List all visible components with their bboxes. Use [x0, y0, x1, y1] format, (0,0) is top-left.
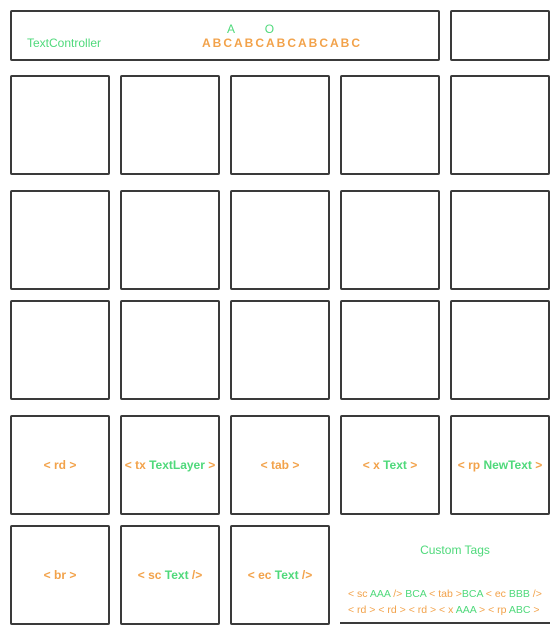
tag-tx-label: < tx TextLayer > [122, 458, 218, 472]
custom-tags-line-2: < rd > < rd > < rd > < x AAA > < rp ABC … [348, 604, 540, 616]
tag-tx-close: > [204, 458, 216, 472]
tag-ec-text: Text [274, 568, 299, 582]
grid-cell[interactable] [230, 190, 330, 290]
tag-rp-close: > [531, 458, 543, 472]
header-panel: TextController A O ABCABCABCABCABC [10, 10, 440, 61]
grid-cell[interactable] [340, 300, 440, 400]
tag-x-open: < x [362, 458, 380, 472]
header-side-box[interactable] [450, 10, 550, 61]
line1-seg: BCA [461, 588, 483, 600]
line2-seg: AAA [455, 604, 477, 616]
grid-cell[interactable] [120, 190, 220, 290]
tag-ec-close: /> [298, 568, 313, 582]
grid-cell[interactable] [230, 75, 330, 175]
grid-cell[interactable] [10, 190, 110, 290]
line1-seg: BBB [508, 588, 530, 600]
tag-sc-label: < sc Text /> [122, 568, 218, 582]
line1-seg: /> [390, 588, 406, 600]
line2-seg: ABC [508, 604, 531, 616]
grid-cell[interactable] [10, 300, 110, 400]
header-label: TextController [27, 36, 102, 50]
tag-rp-open: < rp [457, 458, 481, 472]
header-top-letters: A O [227, 22, 275, 36]
tag-cell-x[interactable]: < x Text > [340, 415, 440, 515]
tag-x-text: Text [383, 458, 407, 472]
tag-cell-rp[interactable]: < rp NewText > [450, 415, 550, 515]
custom-tags-line-1: < sc AAA /> BCA < tab >BCA < ec BBB /> [348, 588, 542, 600]
line2-seg: > < rp [476, 604, 509, 616]
tag-sc-close: /> [188, 568, 203, 582]
grid-cell[interactable] [230, 300, 330, 400]
line1-seg: AAA [369, 588, 391, 600]
header-letter-a: A [227, 22, 237, 36]
tag-ec-label: < ec Text /> [232, 568, 328, 582]
tag-cell-rd[interactable]: < rd > [10, 415, 110, 515]
tag-x-close: > [406, 458, 418, 472]
grid-cell[interactable] [10, 75, 110, 175]
tag-tx-text: TextLayer [149, 458, 205, 472]
grid-cell[interactable] [120, 300, 220, 400]
tag-br-label: < br > [43, 568, 77, 582]
grid-cell[interactable] [340, 75, 440, 175]
line2-seg: < rd > < rd > < rd > < x [348, 604, 456, 616]
tag-tx-open: < tx [124, 458, 146, 472]
line1-seg: < ec [482, 588, 509, 600]
tag-rd-label: < rd > [43, 458, 77, 472]
tag-sc-open: < sc [137, 568, 162, 582]
custom-tags-title: Custom Tags [420, 543, 490, 557]
line1-seg: < sc [348, 588, 370, 600]
tag-cell-ec[interactable]: < ec Text /> [230, 525, 330, 625]
tag-ec-open: < ec [247, 568, 272, 582]
grid-cell[interactable] [120, 75, 220, 175]
tag-rp-text: NewText [483, 458, 532, 472]
tag-cell-sc[interactable]: < sc Text /> [120, 525, 220, 625]
tag-cell-tx[interactable]: < tx TextLayer > [120, 415, 220, 515]
line1-seg: < tab > [426, 588, 462, 600]
tag-tab-label: < tab > [260, 458, 300, 472]
grid-cell[interactable] [450, 75, 550, 175]
tag-x-label: < x Text > [342, 458, 438, 472]
custom-tags-divider [340, 622, 550, 624]
line2-seg: > [530, 604, 540, 616]
tag-rp-label: < rp NewText > [452, 458, 548, 472]
line1-seg: /> [529, 588, 542, 600]
line1-seg: BCA [405, 588, 427, 600]
tag-sc-text: Text [164, 568, 189, 582]
grid-cell[interactable] [340, 190, 440, 290]
tag-cell-tab[interactable]: < tab > [230, 415, 330, 515]
tag-cell-br[interactable]: < br > [10, 525, 110, 625]
header-letter-o: O [264, 22, 276, 36]
header-abc-text: ABCABCABCABCABC [202, 36, 362, 50]
grid-cell[interactable] [450, 190, 550, 290]
grid-cell[interactable] [450, 300, 550, 400]
